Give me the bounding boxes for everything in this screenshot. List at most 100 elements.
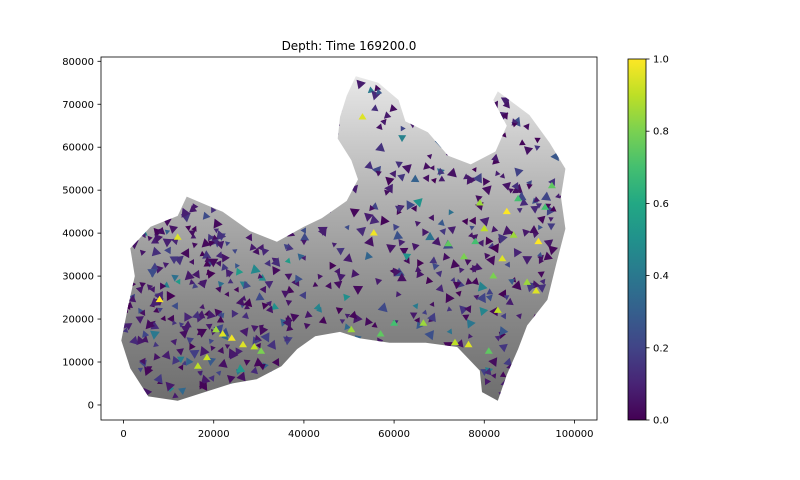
mesh-cell — [369, 214, 380, 225]
mesh-cell — [542, 102, 549, 110]
mesh-cell — [230, 160, 237, 167]
mesh-cell — [501, 112, 508, 120]
mesh-cell — [344, 313, 351, 319]
mesh-cell — [225, 143, 231, 150]
mesh-cell — [144, 189, 153, 196]
mesh-cell — [123, 302, 131, 310]
mesh-cell — [176, 178, 183, 185]
mesh-cell — [213, 163, 221, 171]
mesh-cell — [165, 171, 174, 179]
mesh-cell — [232, 249, 238, 254]
mesh-cell — [550, 319, 560, 328]
mesh-cell — [150, 297, 161, 307]
mesh-cell — [415, 96, 423, 105]
mesh-cell — [250, 142, 259, 149]
mesh-cell — [409, 352, 417, 361]
mesh-cell — [334, 385, 344, 395]
mesh-cell — [450, 277, 456, 283]
mesh-cell — [135, 97, 145, 107]
mesh-cell — [386, 244, 397, 254]
mesh-cell — [445, 293, 455, 304]
mesh-cell — [520, 389, 529, 399]
mesh-cell — [434, 370, 443, 379]
high-depth-cell — [498, 254, 507, 262]
mesh-cell — [256, 199, 263, 205]
mesh-cell — [397, 344, 405, 352]
colorbar-tick-label: 0.8 — [653, 127, 669, 138]
x-axis: 0 20000 40000 60000 80000 100000 — [120, 420, 594, 440]
mesh-cell — [399, 247, 409, 256]
mesh-cell — [239, 83, 248, 92]
mesh-cell — [227, 162, 237, 173]
mesh-cell — [546, 97, 555, 105]
mesh-cell — [468, 333, 473, 339]
mesh-cell — [235, 347, 243, 356]
mesh-cell — [126, 136, 135, 146]
mesh-cell — [142, 330, 150, 338]
mesh-cell — [196, 95, 206, 104]
mesh-cell — [503, 357, 512, 367]
mesh-cell — [177, 162, 187, 172]
mesh-cell — [137, 220, 146, 229]
mesh-cell — [331, 242, 337, 248]
mesh-cell — [189, 342, 196, 351]
mesh-cell — [121, 151, 128, 157]
mesh-cell — [491, 225, 499, 233]
mesh-cell — [538, 387, 544, 393]
mesh-cell — [471, 95, 481, 104]
mesh-cell — [152, 102, 160, 110]
mesh-cell — [181, 145, 188, 152]
mesh-cell — [291, 176, 299, 184]
mesh-cell — [142, 114, 152, 123]
mesh-cell — [370, 377, 380, 388]
mesh-cell — [129, 85, 139, 94]
mesh-cell — [422, 228, 430, 237]
mesh-cell — [305, 103, 314, 111]
mesh-cell — [243, 298, 253, 308]
mesh-cell — [165, 81, 175, 91]
mesh-cell — [203, 83, 211, 91]
mesh-cell — [447, 226, 456, 235]
mesh-cell — [489, 306, 498, 317]
mesh-cell — [169, 225, 178, 234]
mesh-cell — [212, 234, 218, 240]
mesh-cell — [270, 142, 279, 150]
mesh-cell — [217, 346, 224, 354]
mesh-cell — [121, 255, 127, 261]
mesh-cell — [230, 383, 240, 392]
mesh-cell — [491, 153, 499, 162]
mesh-cell — [265, 197, 274, 206]
mesh-cell — [345, 78, 351, 84]
y-tick-label: 60000 — [62, 143, 94, 154]
mesh-cell — [499, 371, 507, 378]
mesh-cell — [241, 86, 247, 92]
mesh-cell — [289, 125, 297, 134]
mesh-cell — [559, 364, 565, 370]
mesh-cell — [178, 181, 186, 188]
mesh-cell — [385, 176, 395, 186]
mesh-cell — [380, 215, 390, 226]
mesh-cell — [139, 309, 146, 316]
mesh-cell — [222, 142, 231, 152]
mesh-cell — [271, 179, 277, 185]
high-depth-cell — [390, 319, 399, 326]
mesh-cell — [337, 357, 346, 365]
mesh-cell — [151, 246, 162, 257]
mesh-cell — [248, 221, 255, 227]
mesh-cell — [498, 392, 508, 401]
mesh-cell — [163, 150, 171, 158]
high-depth-cell — [514, 194, 523, 202]
mesh-cell — [189, 349, 200, 359]
mesh-cell — [129, 335, 138, 345]
mesh-cell — [552, 135, 561, 143]
mesh-cell — [446, 167, 457, 178]
mesh-cell — [401, 364, 407, 370]
mesh-cell — [488, 357, 498, 367]
mesh-cell — [202, 250, 212, 259]
mesh-cell — [156, 118, 168, 128]
mesh-cell — [239, 200, 246, 207]
mesh-cell — [234, 208, 240, 214]
mesh-cell — [452, 281, 462, 290]
mesh-cell — [264, 202, 271, 208]
mesh-cell — [535, 203, 542, 209]
